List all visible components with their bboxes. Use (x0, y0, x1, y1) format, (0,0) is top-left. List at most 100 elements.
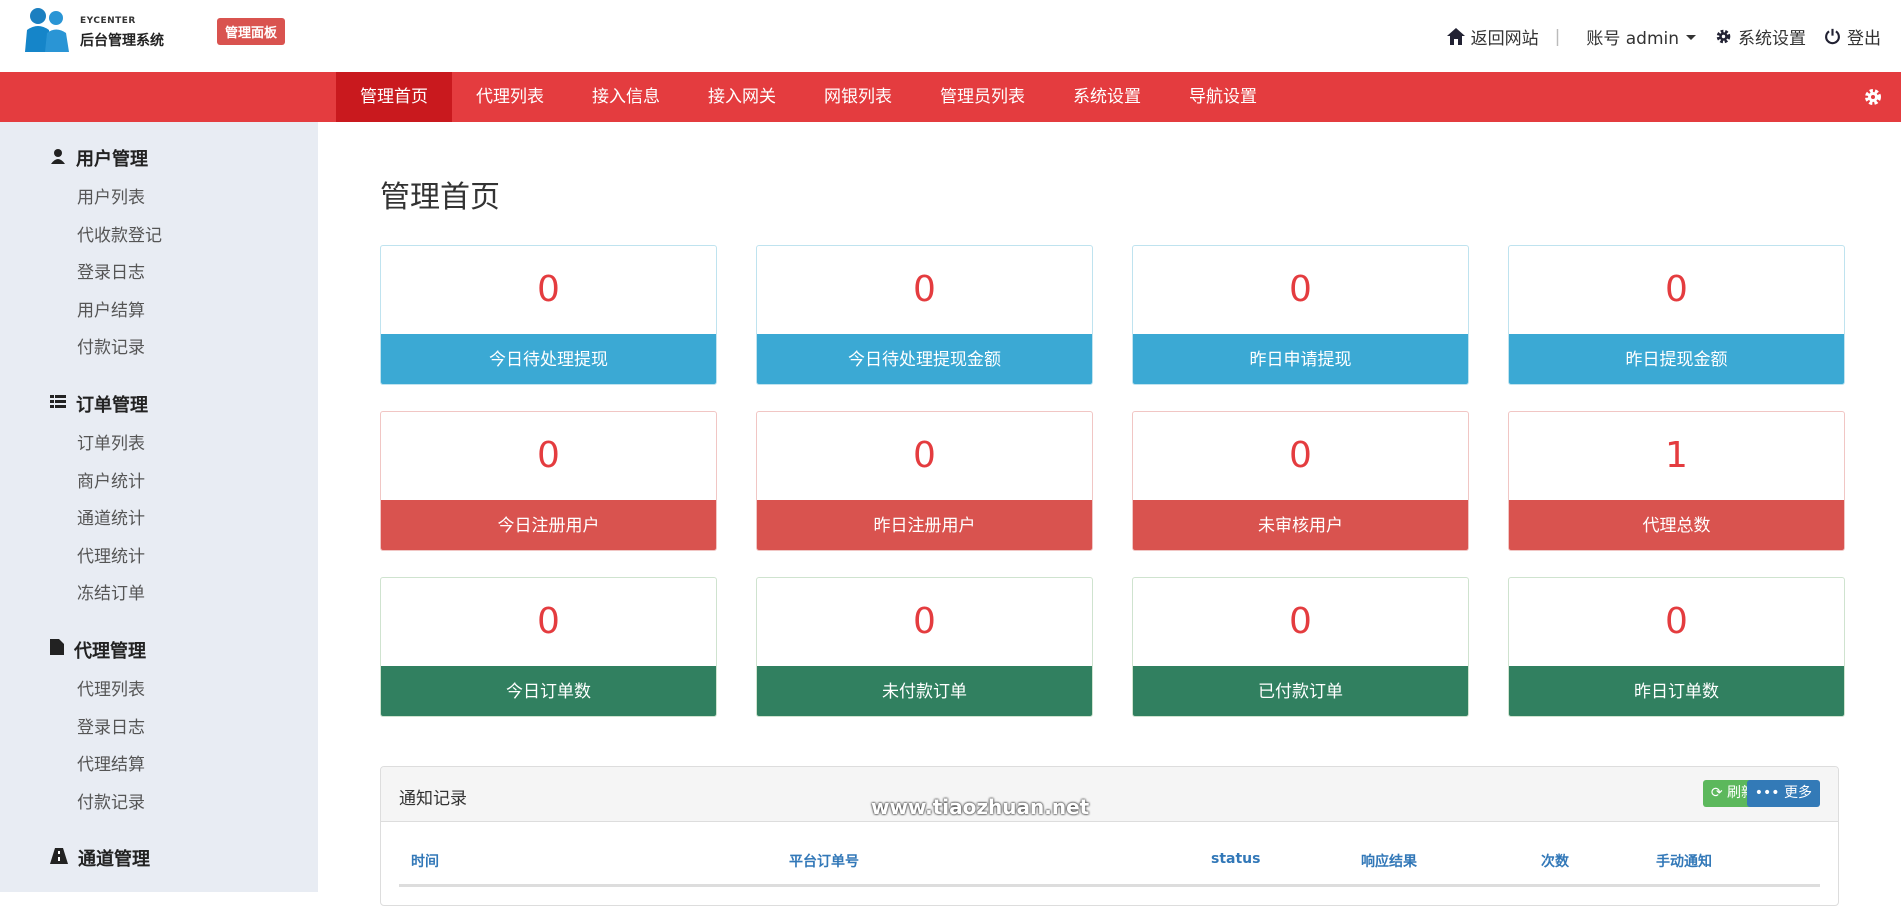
page-title: 管理首页 (380, 180, 500, 215)
column-header[interactable]: 时间 (411, 854, 439, 870)
main-content: 管理首页 0 今日待处理提现 0 今日待处理提现金额 0 昨日申请提现 0 昨日提现金额 0 今日… (318, 122, 1901, 906)
stat-label: 昨日注册用户 (757, 500, 1092, 550)
system-settings-label: 系统设置 (1738, 29, 1806, 49)
stat-card[interactable]: 0 昨日注册用户 (756, 411, 1093, 551)
stat-label: 今日待处理提现金额 (757, 334, 1092, 384)
nav-tab[interactable]: 导航设置 (1189, 87, 1257, 107)
stat-value: 0 (913, 435, 936, 476)
sidebar-group-title[interactable]: 代理管理 (50, 636, 318, 664)
sidebar-group-label: 用户管理 (76, 149, 148, 170)
table-header-divider (399, 884, 1820, 887)
stat-card[interactable]: 0 今日订单数 (380, 577, 717, 717)
nav-tab[interactable]: 系统设置 (1073, 87, 1141, 107)
stat-card[interactable]: 0 昨日提现金额 (1508, 245, 1845, 385)
panel-title: 通知记录 (399, 789, 467, 809)
more-label: 更多 (1784, 785, 1812, 801)
back-to-site-label: 返回网站 (1470, 29, 1539, 49)
watermark: www.tiaozhuan.net (871, 795, 1090, 819)
sidebar-item[interactable]: 登录日志 (77, 717, 145, 738)
stat-value: 0 (1289, 435, 1312, 476)
sidebar-item[interactable]: 订单列表 (77, 433, 145, 454)
sidebar-group-label: 订单管理 (76, 394, 148, 416)
main-nav: 管理首页 代理列表 接入信息 接入网关 网银列表 管理员列表 系统设置 导航设置 (0, 72, 1901, 122)
home-icon (1446, 28, 1465, 45)
sidebar-item[interactable]: 付款记录 (77, 338, 145, 359)
stat-label: 昨日提现金额 (1509, 334, 1844, 384)
stat-label: 未审核用户 (1133, 500, 1468, 550)
account-label: 账号 admin (1586, 29, 1679, 49)
stat-value: 0 (1665, 269, 1688, 310)
stat-value: 0 (1665, 601, 1688, 642)
gear-icon (1716, 29, 1731, 44)
more-icon: ••• (1754, 785, 1784, 801)
more-button[interactable]: ••• 更多 (1746, 780, 1820, 807)
back-to-site-link[interactable]: 返回网站 (1446, 24, 1539, 49)
stat-label: 已付款订单 (1133, 666, 1468, 716)
stat-label: 代理总数 (1509, 500, 1844, 550)
stat-value: 0 (913, 269, 936, 310)
nav-tab[interactable]: 接入网关 (708, 87, 776, 107)
column-header[interactable]: 次数 (1541, 854, 1569, 870)
stat-value: 0 (537, 601, 560, 642)
sidebar-group: 用户管理用户列表代收款登记登录日志用户结算付款记录 (0, 144, 318, 368)
nav-tab[interactable]: 接入信息 (592, 87, 660, 107)
stat-card[interactable]: 0 今日待处理提现 (380, 245, 717, 385)
sidebar-item[interactable]: 代理结算 (77, 755, 145, 776)
nav-gear-icon[interactable] (1863, 87, 1883, 107)
stat-card[interactable]: 0 已付款订单 (1132, 577, 1469, 717)
column-header[interactable]: 平台订单号 (789, 854, 859, 870)
sidebar-item[interactable]: 付款记录 (77, 792, 145, 813)
sidebar-group-title[interactable]: 用户管理 (50, 144, 318, 172)
stat-label: 未付款订单 (757, 666, 1092, 716)
column-header[interactable]: status (1211, 851, 1261, 867)
stat-card[interactable]: 1 代理总数 (1508, 411, 1845, 551)
nav-tab[interactable]: 管理首页 (336, 72, 452, 122)
user-icon (50, 148, 66, 169)
stat-card[interactable]: 0 今日待处理提现金额 (756, 245, 1093, 385)
road-icon (50, 847, 68, 869)
stat-value: 0 (537, 269, 560, 310)
list-icon (50, 393, 66, 414)
sidebar-item[interactable]: 商户统计 (77, 471, 145, 492)
nav-tab[interactable]: 管理员列表 (940, 87, 1025, 107)
stat-value: 0 (913, 601, 936, 642)
refresh-icon: ⟳ (1710, 785, 1727, 801)
file-icon (50, 639, 64, 660)
stat-card[interactable]: 0 昨日订单数 (1508, 577, 1845, 717)
sidebar-item[interactable]: 登录日志 (77, 263, 145, 284)
sidebar-group-label: 通道管理 (78, 849, 150, 871)
stat-card[interactable]: 0 未审核用户 (1132, 411, 1469, 551)
stat-label: 昨日申请提现 (1133, 334, 1468, 384)
sidebar-item[interactable]: 代理列表 (77, 679, 145, 700)
sidebar-group-title[interactable]: 订单管理 (50, 390, 318, 418)
stat-card[interactable]: 0 昨日申请提现 (1132, 245, 1469, 385)
stat-label: 今日订单数 (381, 666, 716, 716)
logo[interactable]: EYCENTER 后台管理系统 (22, 6, 182, 54)
stat-card[interactable]: 0 今日注册用户 (380, 411, 717, 551)
sidebar-group: 通道管理 (0, 844, 318, 872)
sidebar-item[interactable]: 用户列表 (77, 188, 145, 208)
sidebar-group-label: 代理管理 (74, 640, 146, 662)
sidebar-item[interactable]: 通道统计 (77, 509, 145, 530)
system-settings-link[interactable]: 系统设置 (1715, 24, 1806, 49)
caret-down-icon (1686, 34, 1696, 40)
notification-panel: 通知记录 www.tiaozhuan.net ⟳ 刷新 ••• 更多 时间 平台订… (380, 766, 1839, 906)
stat-card[interactable]: 0 未付款订单 (756, 577, 1093, 717)
sidebar-item[interactable]: 代理统计 (77, 546, 145, 567)
logout-link[interactable]: 登出 (1824, 24, 1881, 49)
logo-text-cn: 后台管理系统 (80, 33, 164, 49)
sidebar-group-title[interactable]: 通道管理 (50, 844, 318, 872)
nav-tab[interactable]: 代理列表 (476, 87, 544, 107)
sidebar-item[interactable]: 代收款登记 (77, 225, 162, 246)
sidebar-item[interactable]: 冻结订单 (77, 584, 145, 605)
sidebar: 用户管理 用户列表 代收款登记 登录日志 用户结算 付款记录 订单管理 订单列表 商户统计 通道统… (0, 122, 318, 892)
header: EYCENTER 后台管理系统 管理面板 返回网站 | 账号 admin 系统设… (0, 0, 1901, 72)
stat-value: 1 (1665, 435, 1688, 476)
sidebar-group: 订单管理订单列表商户统计通道统计代理统计冻结订单 (0, 390, 318, 614)
column-header[interactable]: 响应结果 (1361, 854, 1417, 870)
column-header[interactable]: 手动通知 (1656, 854, 1712, 870)
sidebar-item[interactable]: 用户结算 (77, 300, 145, 321)
account-dropdown[interactable]: 账号 admin (1586, 24, 1697, 49)
nav-tab[interactable]: 网银列表 (824, 87, 892, 107)
admin-panel-badge: 管理面板 (217, 18, 286, 45)
